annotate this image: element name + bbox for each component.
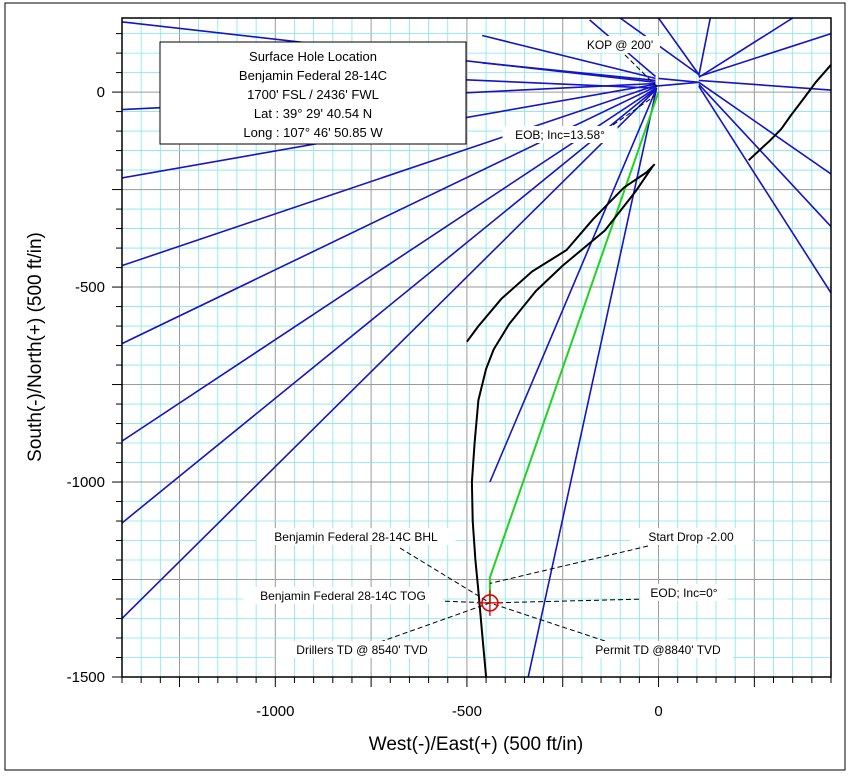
surface-location-box-frame (159, 41, 467, 145)
offset-well-path (657, 18, 700, 75)
axis-ticks (112, 33, 832, 687)
annotation-label-background (640, 584, 728, 601)
annotation-labels: KOP @ 200' EOB; Inc=13.58° Benjamin Federa… (243, 36, 752, 658)
annotation-label: Start Drop -2.00 (648, 530, 734, 544)
surface-box-line-2: Benjamin Federal 28-14C (239, 68, 387, 83)
annotation-label-background (580, 36, 660, 53)
annotation-label-background (502, 126, 618, 143)
offset-well-path (482, 62, 656, 82)
annotation-label-background (256, 528, 456, 545)
plot-area-border (121, 17, 832, 678)
tick-labels: -1000 -500 0 0 -500 -1000 -1500 (67, 84, 663, 720)
surface-box-line-3: 1700' FSL / 2436' FWL (247, 87, 379, 102)
y-tick-label: -500 (75, 279, 105, 296)
annotation-label: EOD; Inc=0° (650, 586, 717, 600)
surface-box-line-4: Lat : 39° 29' 40.54 N (254, 106, 372, 121)
offset-well-path (698, 85, 831, 294)
y-axis-title: South(-)/North(+) (500 ft/in) (25, 232, 46, 462)
offset-well-path (122, 87, 658, 524)
existing-well-path (466, 163, 656, 343)
annotation-label-background (243, 587, 443, 604)
target-marker (476, 589, 503, 616)
annotation-leader (489, 598, 648, 604)
offset-well-path (527, 88, 658, 677)
surface-box-line-1: Surface Hole Location (249, 49, 377, 64)
offset-well-path (698, 18, 712, 76)
offset-well-path (654, 81, 699, 87)
offset-well-path (122, 86, 658, 442)
annotation-label: KOP @ 200' (587, 38, 653, 52)
offset-well-path (698, 81, 831, 175)
offset-well-path (698, 32, 831, 78)
existing-well-path (747, 64, 831, 162)
annotation-label: Permit TD @8840' TVD (595, 643, 721, 657)
annotation-label: EOB; Inc=13.58° (515, 128, 605, 142)
well-paths (122, 18, 831, 677)
offset-well-path (698, 83, 831, 228)
annotation-leader (379, 602, 491, 643)
y-tick-label: -1500 (67, 669, 105, 686)
x-tick-label: -1000 (256, 703, 294, 720)
annotation-label-background (630, 528, 752, 545)
annotation-label-background (583, 641, 733, 658)
offset-well-path (434, 77, 657, 89)
offset-well-path (698, 18, 794, 78)
offset-well-path (658, 77, 699, 84)
annotation-label-background (276, 641, 448, 658)
x-axis-title: West(-)/East(+) (500 ft/in) (369, 734, 584, 755)
offset-well-path (489, 87, 658, 483)
offset-well-path (122, 88, 658, 620)
annotation-label: Benjamin Federal 28-14C BHL (274, 530, 438, 544)
offset-well-path (122, 84, 657, 267)
offset-well-path (482, 34, 656, 80)
y-tick-label: -1000 (67, 474, 105, 491)
x-tick-label: 0 (654, 703, 662, 720)
annotation-label: Benjamin Federal 28-14C TOG (260, 589, 426, 603)
offset-well-path (698, 79, 831, 91)
existing-well-path (470, 165, 654, 677)
y-tick-label: 0 (97, 84, 105, 101)
annotation-leader (489, 545, 649, 584)
surface-box-line-5: Long : 107° 46' 50.85 W (243, 125, 383, 140)
annotation-leader (399, 547, 491, 604)
annotation-label: Drillers TD @ 8540' TVD (296, 643, 428, 657)
annotation-leader (489, 602, 606, 642)
surface-location-box: Surface Hole Location Benjamin Federal 2… (159, 41, 467, 145)
x-tick-label: -500 (452, 703, 482, 720)
